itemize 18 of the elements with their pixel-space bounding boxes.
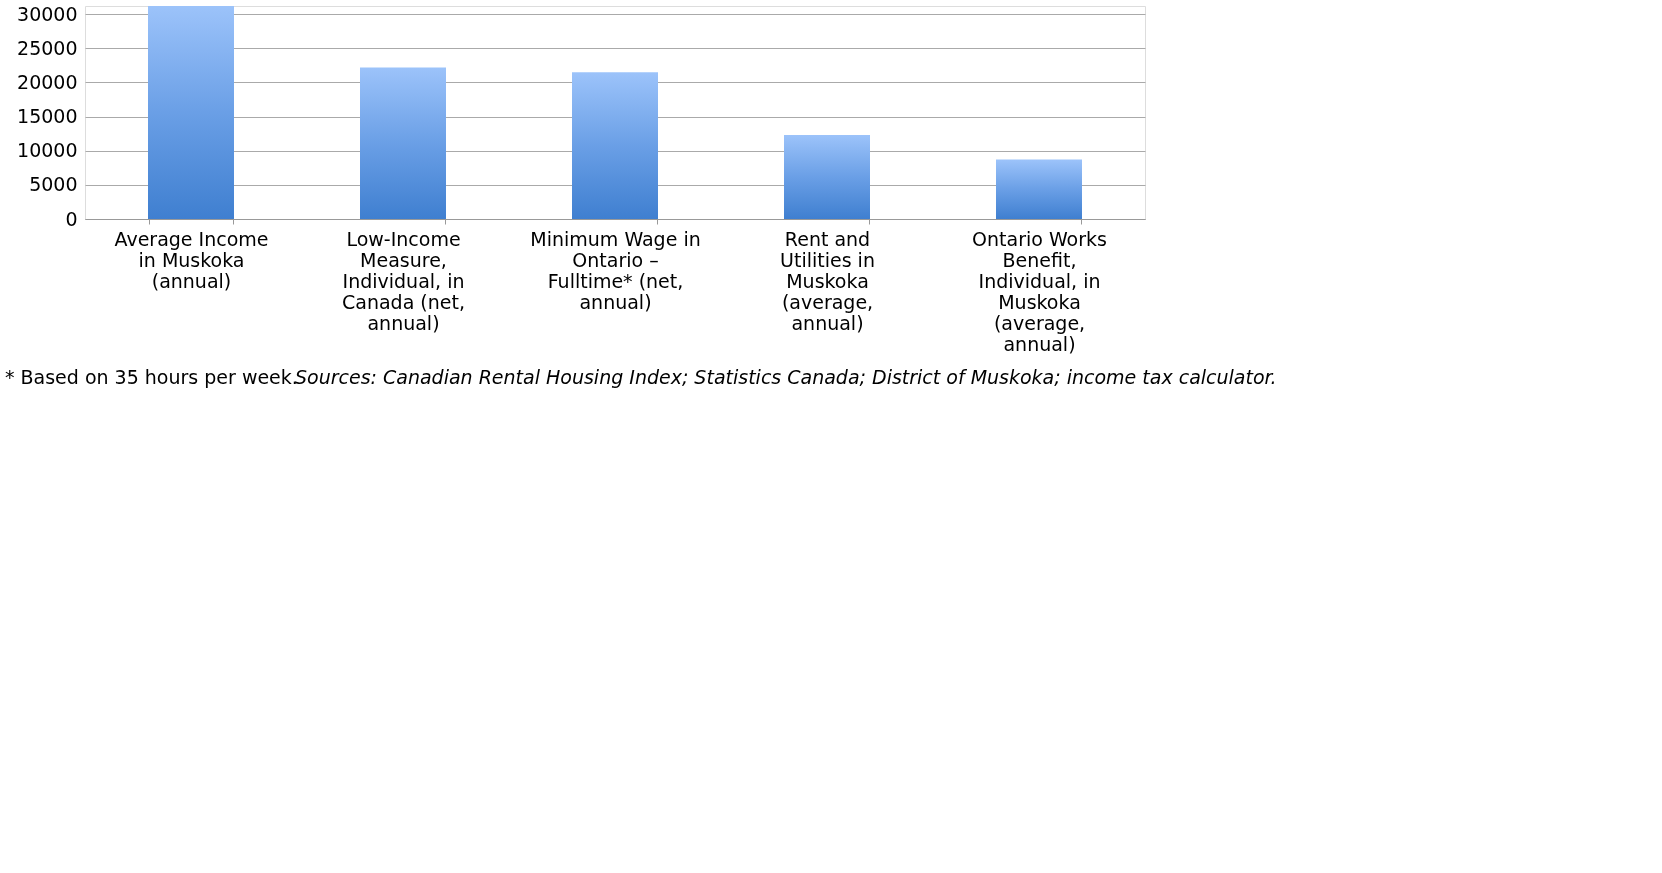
y-tick-label: 5000 (29, 173, 78, 196)
x-tick-label: Minimum Wage in Ontario – Fulltime* (net, annual) (530, 227, 701, 313)
bar (360, 67, 446, 219)
x-tick-label: Low-Income Measure, Individual, in Canada (net, annual) (342, 227, 465, 334)
bar (572, 72, 658, 219)
source-note: Sources: Canadian Rental Housing Index; Statistics Canada; District of Muskoka; income tax calculator. (295, 366, 1277, 388)
y-tick-label: 0 (65, 207, 78, 230)
x-tick-label: Rent and Utilities in Muskoka (average, annual) (780, 227, 875, 334)
bar (148, 6, 234, 219)
x-tick-label: Average Income in Muskoka (annual) (114, 227, 269, 292)
y-tick-label: 20000 (17, 70, 78, 93)
bar (784, 135, 870, 219)
y-tick-label: 25000 (17, 36, 78, 59)
y-tick-label: 30000 (17, 2, 78, 25)
bar (996, 159, 1082, 219)
y-tick-label: 15000 (17, 105, 78, 128)
x-tick-label: Ontario Works Benefit, Individual, in Muskoka (average, annual) (972, 227, 1107, 355)
y-tick-label: 10000 (17, 139, 78, 162)
